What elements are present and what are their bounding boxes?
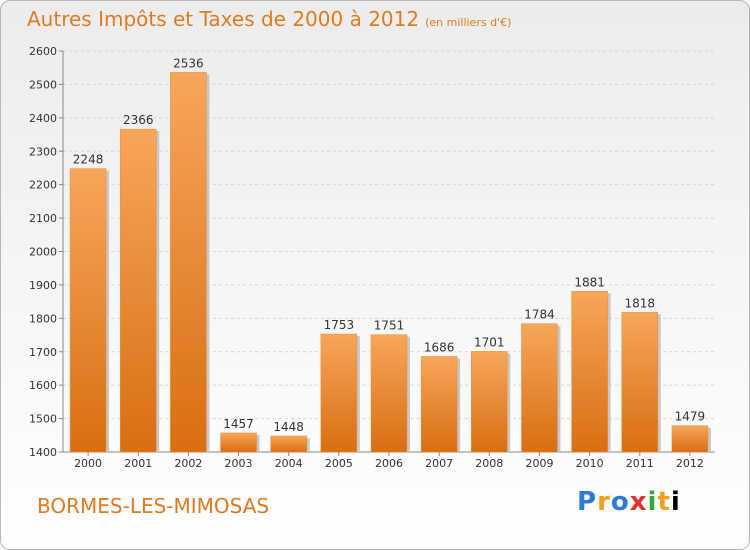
value-label: 1686 <box>424 340 455 354</box>
y-tick-label: 1700 <box>29 346 57 359</box>
x-tick-label: 2009 <box>525 457 553 470</box>
bar-2004 <box>270 435 307 453</box>
value-label: 1701 <box>474 335 505 349</box>
y-tick-label: 2300 <box>29 145 57 158</box>
bar-2002 <box>170 72 207 453</box>
bar-2003 <box>220 432 257 453</box>
y-tick-label: 1800 <box>29 312 57 325</box>
y-tick-label: 1500 <box>29 413 57 426</box>
value-label: 2536 <box>173 56 204 70</box>
y-tick-label: 2100 <box>29 212 57 225</box>
bar-2008 <box>471 351 508 453</box>
y-tick-label: 2600 <box>29 45 57 58</box>
chart-subtitle: (en milliers d'€) <box>425 16 512 29</box>
bar-2000 <box>69 168 107 453</box>
x-tick-label: 2004 <box>275 457 303 470</box>
y-tick-label: 2200 <box>29 179 57 192</box>
proxiti-logo: Proxiti <box>577 487 681 517</box>
bar-2005 <box>320 333 358 453</box>
value-label: 1457 <box>223 417 254 431</box>
value-label: 1818 <box>624 296 655 310</box>
bar-2009 <box>521 323 558 453</box>
commune-name: BORMES-LES-MIMOSAS <box>37 494 270 518</box>
y-tick-label: 1900 <box>29 279 57 292</box>
value-label: 1751 <box>374 319 405 333</box>
x-tick-label: 2008 <box>475 457 503 470</box>
chart-title: Autres Impôts et Taxes de 2000 à 2012 <box>27 7 420 31</box>
bar-2012 <box>671 425 709 453</box>
y-tick-label: 2400 <box>29 112 57 125</box>
value-label: 1881 <box>574 275 605 289</box>
value-label: 1448 <box>273 420 304 434</box>
bars <box>69 72 711 453</box>
value-label: 1479 <box>675 410 706 424</box>
bar-2006 <box>370 334 408 453</box>
chart-title-block: Autres Impôts et Taxes de 2000 à 2012 (en… <box>27 7 511 31</box>
y-tick-label: 2500 <box>29 78 57 91</box>
x-tick-label: 2003 <box>225 457 253 470</box>
value-label: 2366 <box>123 113 154 127</box>
bar-2007 <box>420 356 458 453</box>
bar-2001 <box>119 128 157 453</box>
value-label: 1784 <box>524 308 555 322</box>
x-tick-label: 2012 <box>676 457 704 470</box>
x-tick-label: 2011 <box>626 457 654 470</box>
x-tick-label: 2005 <box>325 457 353 470</box>
labels: 1400 1500 1600 1700 1800 1900 2000 2100 2200 2300… <box>29 45 705 470</box>
x-tick-label: 2006 <box>375 457 403 470</box>
bar-2010 <box>571 291 608 453</box>
x-tick-label: 2007 <box>425 457 453 470</box>
x-tick-label: 2002 <box>174 457 202 470</box>
value-label: 1753 <box>324 318 355 332</box>
value-label: 2248 <box>73 153 104 167</box>
x-tick-label: 2001 <box>124 457 152 470</box>
x-tick-label: 2000 <box>74 457 102 470</box>
x-tick-label: 2010 <box>576 457 604 470</box>
y-tick-label: 1600 <box>29 379 57 392</box>
y-tick-label: 2000 <box>29 246 57 259</box>
bar-2011 <box>621 312 659 453</box>
y-tick-label: 1400 <box>29 446 57 459</box>
